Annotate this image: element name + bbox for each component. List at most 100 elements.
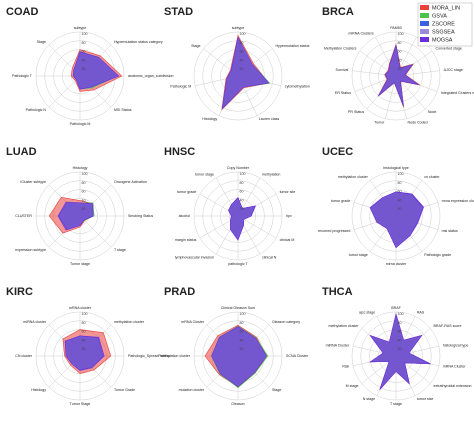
panel-title: BRCA (322, 6, 354, 18)
category-label: hpv (286, 214, 292, 218)
category-label: mRNA Cluster (181, 320, 205, 324)
r-tick-label: 40 (398, 58, 402, 62)
r-tick-label: 40 (398, 198, 402, 202)
category-label: Hypermutation status (276, 44, 310, 48)
category-label: Tumor Stage (70, 402, 91, 406)
category-label: RAS (417, 311, 425, 315)
category-label: cn cluster (424, 175, 440, 179)
category-label: Clinical Gleason Sum (221, 306, 255, 310)
category-label: miRNA cluster (23, 320, 47, 324)
legend-label: MOGSA (432, 37, 453, 43)
r-tick-label: 100 (82, 32, 88, 36)
category-label: Oncogene Activation (114, 180, 147, 184)
legend-swatch (420, 13, 429, 18)
panel-title: PRAD (164, 286, 195, 298)
category-label: Pathologic grade (424, 253, 451, 257)
panel-title: THCA (322, 286, 353, 298)
category-label: msi status (442, 229, 458, 233)
r-tick-label: 20 (82, 347, 86, 351)
category-label: Histology (31, 388, 46, 392)
r-tick-label: 80 (398, 181, 402, 185)
category-label: Methylation Clusters (324, 47, 357, 51)
radar-panel: KIRC 20 40 60 80 100 mRNA cluster methylation c… (6, 286, 170, 406)
r-tick-label: 20 (240, 67, 244, 71)
legend-swatch (420, 37, 429, 42)
category-label: margin status (175, 238, 197, 242)
category-label: Pathologic M (70, 122, 91, 126)
legend-label: GSVA (432, 13, 447, 19)
radar-panel: COAD 20 40 60 80 100 subtype Hypermutation stat… (6, 6, 174, 126)
category-label: Pathologic_SpreadPattern (128, 354, 170, 358)
category-label: tumor size (417, 397, 434, 401)
spoke (237, 215, 277, 239)
legend-swatch (420, 5, 429, 10)
r-tick-label: 60 (240, 190, 244, 194)
category-label: Gleason category (272, 320, 300, 324)
r-tick-label: 100 (398, 172, 404, 176)
category-label: tumor stage (349, 253, 368, 257)
legend-label: MORA_LIN (432, 5, 460, 11)
category-label: expression subtype (15, 248, 46, 252)
r-tick-label: 60 (82, 190, 86, 194)
r-tick-label: 80 (82, 321, 86, 325)
r-tick-label: 80 (82, 181, 86, 185)
category-label: T stage (390, 402, 402, 406)
category-label: mirna cluster (386, 262, 407, 266)
category-label: CLUSTER (15, 214, 32, 218)
r-tick-label: 20 (82, 67, 86, 71)
category-label: N stage (363, 397, 375, 401)
category-label: Pathologic T (12, 74, 33, 78)
category-label: Hypermutation status category (114, 40, 163, 44)
r-tick-label: 40 (82, 338, 86, 342)
radar-panel: UCEC 20 40 60 80 100 histological type cn clust… (318, 146, 474, 266)
r-tick-label: 20 (398, 347, 402, 351)
category-label: Tumor Grade (114, 388, 135, 392)
panel-title: UCEC (322, 146, 353, 158)
radar-panel: STAD 20 40 60 80 100 subtype Hypermutation stat… (164, 6, 310, 121)
spoke (79, 215, 112, 248)
r-tick-label: 40 (240, 58, 244, 62)
category-label: Converted stage (436, 47, 462, 51)
series-area (228, 196, 257, 241)
r-tick-label: 60 (398, 330, 402, 334)
category-label: Risk (342, 365, 349, 369)
r-tick-label: 20 (240, 347, 244, 351)
r-tick-label: 40 (82, 198, 86, 202)
category-label: Gleason (231, 402, 244, 406)
series-area (378, 45, 419, 107)
legend-swatch (420, 21, 429, 26)
category-label: histological type (383, 166, 409, 170)
r-tick-label: 40 (240, 198, 244, 202)
r-tick-label: 80 (398, 41, 402, 45)
category-label: cytomethylation (285, 85, 310, 89)
category-label: Tumor (374, 121, 385, 125)
radar-panel: HNSC 20 40 60 80 100 Copy Number methylation tum… (164, 146, 295, 266)
legend-swatch (420, 29, 429, 34)
r-tick-label: 100 (240, 312, 246, 316)
r-tick-label: 100 (240, 172, 246, 176)
r-tick-label: 100 (398, 32, 404, 36)
r-tick-label: 80 (240, 41, 244, 45)
category-label: mRNA cluster (69, 306, 92, 310)
series-area (369, 313, 431, 390)
r-tick-label: 80 (398, 321, 402, 325)
category-label: CN cluster (15, 354, 33, 358)
category-label: recurred progressed (318, 229, 350, 233)
r-tick-label: 60 (398, 190, 402, 194)
r-tick-label: 100 (240, 32, 246, 36)
r-tick-label: 40 (240, 338, 244, 342)
category-label: methylation cluster (338, 175, 369, 179)
r-tick-label: 100 (82, 172, 88, 176)
category-label: Stage (272, 388, 281, 392)
category-label: methylation (262, 172, 280, 176)
r-tick-label: 80 (82, 41, 86, 45)
series-area (221, 36, 270, 110)
category-label: PAM50 (390, 26, 402, 30)
r-tick-label: 100 (82, 312, 88, 316)
category-label: Node (428, 110, 437, 114)
panel-title: KIRC (6, 286, 33, 298)
category-label: methylation cluster (160, 354, 191, 358)
category-label: SCNA Cluster (286, 354, 309, 358)
category-label: tumor stage (195, 172, 214, 176)
radar-panel: PRAD 20 40 60 80 100 Clinical Gleason Sum Gleas… (160, 286, 309, 406)
